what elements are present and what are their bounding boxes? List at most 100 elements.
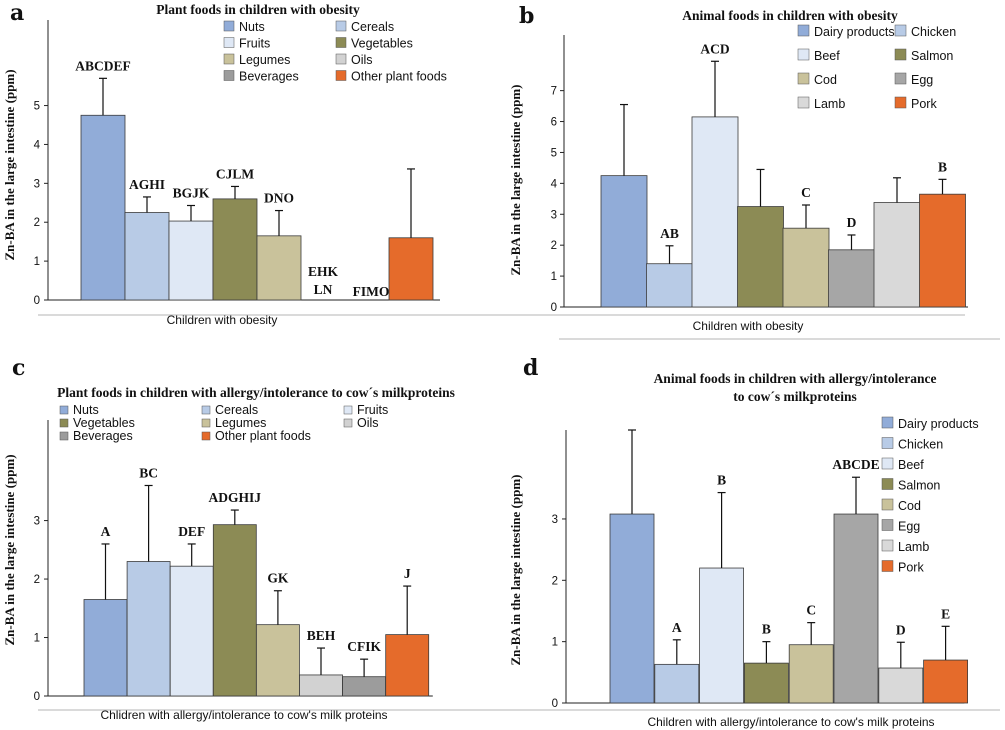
y-tick-label: 7 [551, 86, 557, 98]
legend-item: Nuts [73, 403, 99, 417]
bar-label: A [101, 524, 111, 539]
y-tick-label: 6 [551, 117, 557, 129]
legend-item: Fruits [239, 37, 270, 51]
bar-oils [299, 674, 343, 697]
panel-d: d Animal foods in children with allergy/i… [508, 355, 1000, 729]
bar-chicken [654, 663, 700, 704]
panel-title: Plant foods in children with allergy/int… [57, 385, 455, 400]
bar-legumes [256, 235, 302, 301]
panel-a: a Plant foods in children with obesity Zn-… [2, 0, 965, 327]
legend-item: Pork [911, 97, 937, 111]
bar-label: C [801, 185, 811, 200]
y-tick-label: 1 [34, 256, 40, 268]
legend-item: Beverages [239, 70, 299, 84]
y-axis-title: Zn-BA in the large intestine (ppm) [508, 84, 523, 275]
legend-swatch [201, 418, 211, 428]
legend-item: Oils [351, 53, 373, 67]
panel-b: b Animal foods in children with obesity Zn… [508, 3, 1000, 340]
bar-cod [788, 644, 834, 704]
legend-swatch [59, 431, 69, 441]
legend-swatch [894, 48, 907, 61]
legend-item: Dairy products [814, 25, 895, 39]
legend-swatch [881, 519, 894, 531]
legend-swatch [797, 96, 810, 109]
legend-swatch [881, 478, 894, 490]
legend-swatch [881, 457, 894, 470]
legend-item: Salmon [911, 49, 953, 63]
legend-swatch [223, 20, 235, 32]
legend-swatch [335, 20, 347, 32]
legend-swatch [335, 37, 347, 48]
legend-swatch [881, 539, 894, 552]
bar-label: AGHI [129, 177, 165, 192]
legend-swatch [894, 96, 907, 109]
bar-cereals [124, 212, 170, 301]
bar-label: BC [139, 465, 158, 480]
y-axis-title: Zn-BA in the large intestine (ppm) [508, 474, 523, 665]
bar-pork [919, 193, 966, 308]
legend-item: Fruits [357, 403, 388, 417]
bar-nuts [80, 114, 126, 301]
bar-label: DNO [264, 191, 294, 206]
legend-swatch [335, 53, 347, 65]
legend-item: Nuts [239, 20, 265, 34]
bar-salmon [737, 206, 784, 308]
bar-label: BGJK [173, 186, 210, 201]
legend-item: Egg [898, 520, 920, 534]
legend-swatch [881, 437, 894, 449]
legend-item: Cod [898, 499, 921, 513]
legend-swatch [343, 405, 353, 415]
y-tick-label: 2 [34, 574, 40, 586]
legend-item: Chicken [898, 438, 943, 452]
legend-item: Pork [898, 561, 924, 575]
panel-title: Animal foods in children with allergy/in… [654, 371, 937, 404]
legend-item: Legumes [239, 53, 290, 67]
legend-swatch [797, 72, 810, 85]
bar-label: AB [660, 226, 679, 241]
y-tick-label: 2 [34, 217, 40, 229]
y-tick-label: 1 [34, 633, 40, 645]
legend: Nuts Cereals Fruits Vegetables Legumes Oils Be… [223, 20, 447, 84]
y-tick-label: 4 [551, 178, 558, 190]
panel-title: Animal foods in children with obesity [682, 8, 898, 23]
bar-cereals [126, 561, 171, 697]
legend-item: Chicken [911, 25, 956, 39]
legend-swatch [894, 24, 907, 37]
legend-swatch [881, 498, 894, 511]
bar-label: ADGHIJ [209, 490, 262, 505]
y-axis-title: Zn-BA in the large intestine (ppm) [2, 69, 17, 260]
legend-swatch [223, 53, 235, 65]
bar-label: GK [267, 571, 289, 586]
y-tick-label: 2 [551, 240, 557, 252]
legend-swatch [797, 24, 810, 37]
y-tick-label: 3 [552, 514, 558, 526]
bar-legumes [255, 624, 300, 697]
bar-label: B [717, 473, 726, 488]
bar-salmon [744, 662, 789, 704]
bar-chicken [646, 263, 693, 308]
y-tick-label: 0 [552, 698, 558, 710]
bar-fruits [168, 220, 214, 301]
y-tick-label: 0 [34, 691, 40, 703]
bar-label: CJLM [216, 166, 255, 181]
legend-item: Beef [898, 458, 924, 472]
legend-swatch [201, 405, 211, 415]
y-tick-label: 3 [34, 178, 40, 190]
legend-swatch [797, 48, 810, 61]
bar-label: A [672, 620, 682, 635]
bar-label: FIMO [353, 284, 390, 299]
legend: Dairy products Chicken Beef Salmon Cod Egg Lam… [797, 24, 956, 111]
y-tick-label: 5 [551, 147, 557, 159]
bar-other-plant-foods [388, 237, 434, 301]
legend-item: Dairy products [898, 417, 979, 431]
y-tick-label: 3 [551, 209, 557, 221]
legend-item: Vegetables [351, 37, 413, 51]
legend-item: Egg [911, 73, 933, 87]
legend-item: Other plant foods [215, 429, 311, 443]
legend-item: Salmon [898, 479, 940, 493]
legend-item: Cereals [215, 403, 258, 417]
bar-lamb [878, 667, 924, 704]
bar-beverages [342, 676, 387, 697]
legend-swatch [881, 560, 894, 572]
